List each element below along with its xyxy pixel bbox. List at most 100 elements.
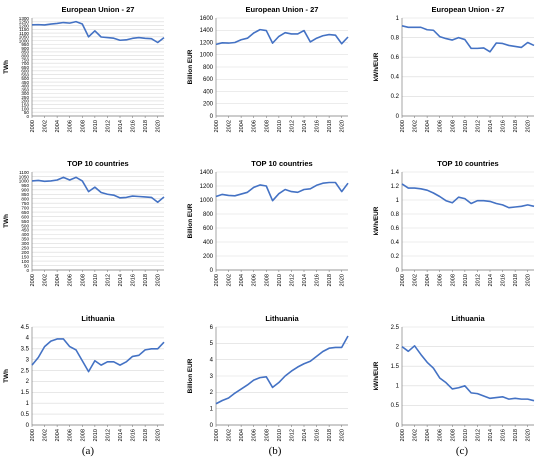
chart2-series-line	[215, 28, 349, 46]
chart1-xtick-label: 2014	[118, 120, 124, 132]
chart5-xtick-label: 2008	[264, 274, 270, 286]
chart4-xtick-label: 2002	[43, 274, 49, 286]
chart2-xtick-label: 2016	[315, 120, 321, 132]
chart7-ytick-label: 0	[26, 423, 30, 429]
chart9-xtick-label: 2010	[463, 429, 469, 441]
chart8-xtick-label: 2012	[289, 429, 295, 441]
chart6-ytick-label: 0.6	[391, 226, 400, 232]
chart4-ytick-label: 0	[26, 268, 29, 273]
chart8-ytick-label: 6	[210, 325, 214, 331]
chart4-ytick-label: 100	[21, 259, 29, 264]
chart9-xtick-label: 2004	[425, 429, 431, 441]
chart1-xtick-label: 2016	[131, 120, 137, 132]
chart4-xtick-label: 2012	[105, 274, 111, 286]
chart1-ytick-label: 450	[21, 80, 29, 85]
chart3-xtick-label: 2010	[463, 120, 469, 132]
chart8-ytick-label: 1	[210, 406, 214, 412]
chart4-xtick-label: 2010	[93, 274, 99, 286]
chart9-ytick-label: 1.5	[391, 364, 400, 370]
chart4-ytick-label: 550	[21, 219, 29, 224]
chart9-ytick-label: 0.5	[391, 403, 400, 409]
chart7-ytick-label: 3	[26, 357, 30, 363]
chart5-xtick-label: 2002	[227, 274, 233, 286]
chart4-ytick-label: 400	[21, 232, 29, 237]
chart2-ytick-label: 200	[203, 102, 214, 108]
chart8-xtick-label: 2006	[252, 429, 258, 441]
chart3-series-line	[401, 25, 535, 53]
chart2-xtick-label: 2012	[289, 120, 295, 132]
chart2-ytick-label: 600	[203, 77, 214, 83]
chart1-xtick-label: 2010	[93, 120, 99, 132]
chart3-xtick-label: 2000	[400, 120, 406, 132]
chart2-ytick-label: 400	[203, 89, 214, 95]
chart7-xtick-label: 2010	[93, 429, 99, 441]
chart5-xtick-label: 2006	[252, 274, 258, 286]
chart1-ytick-label: 100	[21, 106, 29, 111]
chart4-ytick-label: 200	[21, 250, 29, 255]
chart1-ylabel: TWh	[3, 60, 10, 74]
chart7-ytick-label: 1.5	[21, 390, 30, 396]
chart8-ylabel: Billion EUR	[187, 358, 194, 393]
chart4-ytick-label: 500	[21, 223, 29, 228]
chart4-xtick-label: 2000	[30, 274, 36, 286]
chart4-ytick-label: 700	[21, 205, 29, 210]
chart3-xtick-label: 2020	[526, 120, 532, 132]
chart5-xtick-label: 2014	[302, 274, 308, 286]
chart2-xtick-label: 2008	[264, 120, 270, 132]
chart9-xtick-label: 2012	[475, 429, 481, 441]
chart2-ytick-label: 800	[203, 65, 214, 71]
chart6-ytick-label: 1.2	[391, 184, 400, 190]
chart5-ytick-label: 1000	[200, 198, 214, 204]
chart1-ytick-label: 750	[21, 57, 29, 62]
chart3-xtick-label: 2018	[513, 120, 519, 132]
chart8-ytick-label: 5	[210, 341, 214, 347]
chart5-xtick-label: 2018	[327, 274, 333, 286]
chart7-ytick-label: 2	[26, 379, 30, 385]
chart1-ytick-label: 900	[21, 46, 29, 51]
chart7-ytick-label: 4.5	[21, 325, 30, 331]
panel-label-a: (a)	[81, 445, 95, 457]
chart8-xtick-label: 2020	[340, 429, 346, 441]
chart3-ytick-label: 0.4	[391, 75, 400, 81]
chart3-ylabel: kWh/EUR	[373, 52, 380, 81]
chart4-xtick-label: 2008	[80, 274, 86, 286]
chart1-ytick-label: 1150	[19, 27, 29, 32]
chart1-ytick-label: 350	[21, 87, 29, 92]
chart1-ytick-label: 500	[21, 76, 29, 81]
chart8-xtick-label: 2002	[227, 429, 233, 441]
chart1-ytick-label: 400	[21, 84, 29, 89]
chart6-xtick-label: 2012	[475, 274, 481, 286]
chart8-series-line	[215, 335, 349, 405]
chart5-xtick-label: 2016	[315, 274, 321, 286]
chart3-title: European Union - 27	[432, 5, 505, 14]
chart5-xtick-label: 2000	[214, 274, 220, 286]
chart6-ytick-label: 0	[396, 268, 400, 274]
chart4-ytick-label: 150	[21, 254, 29, 259]
chart4-ytick-label: 250	[21, 246, 29, 251]
chart6-xtick-label: 2000	[400, 274, 406, 286]
chart9-title: Lithuania	[451, 314, 485, 323]
chart2-ytick-label: 1200	[200, 40, 214, 46]
chart1-xtick-label: 2012	[105, 120, 111, 132]
chart1-ytick-label: 300	[21, 91, 29, 96]
panel-label-c: (c)	[455, 445, 469, 457]
chart5-ylabel: Billion EUR	[187, 203, 194, 238]
chart1-xtick-label: 2000	[30, 120, 36, 132]
chart1-ytick-label: 1300	[19, 16, 30, 21]
chart1-ytick-label: 0	[26, 114, 29, 119]
chart9-ylabel: kWh/EUR	[373, 361, 380, 390]
chart6-title: TOP 10 countries	[437, 159, 498, 168]
chart8-ytick-label: 4	[210, 357, 214, 363]
chart3-xtick-label: 2004	[425, 120, 431, 132]
chart4-ytick-label: 1100	[19, 170, 29, 175]
chart9-xtick-label: 2006	[438, 429, 444, 441]
chart4-xtick-label: 2014	[118, 274, 124, 286]
chart4-ylabel: TWh	[3, 214, 10, 228]
chart7-xtick-label: 2014	[118, 429, 124, 441]
chart8-xtick-label: 2016	[315, 429, 321, 441]
chart4-ytick-label: 350	[21, 237, 29, 242]
chart4-ytick-label: 650	[21, 210, 29, 215]
chart4-series-line	[31, 176, 165, 204]
chart4-title: TOP 10 countries	[67, 159, 128, 168]
